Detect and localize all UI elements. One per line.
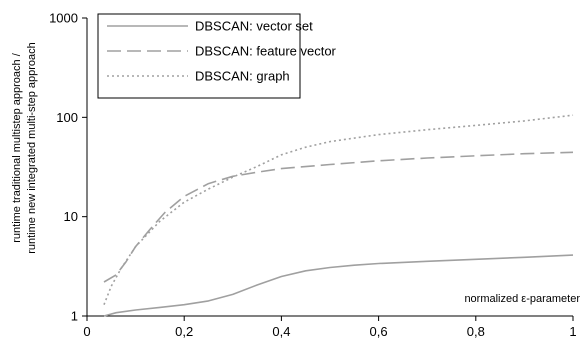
legend-box	[97, 13, 301, 99]
y-axis-title: runtime traditional multistep approach /…	[11, 42, 38, 254]
x-tick-label: 0,8	[467, 324, 485, 339]
y-tick-label: 1	[71, 309, 78, 324]
x-tick-label: 0,6	[370, 324, 388, 339]
x-axis-title: normalized ε-parameter	[464, 293, 580, 305]
legend-label-feature-vector: DBSCAN: feature vector	[195, 44, 337, 59]
x-tick-label: 0,4	[272, 324, 290, 339]
plot-area	[86, 18, 573, 317]
legend-label-vector-set: DBSCAN: vector set	[195, 19, 313, 34]
y-tick-label: 100	[56, 110, 78, 125]
legend: DBSCAN: vector set DBSCAN: feature vecto…	[97, 13, 337, 99]
y-tick-label: 1000	[49, 11, 78, 26]
y-axis-title-line-2: runtime new integrated multi-step approa…	[26, 42, 38, 254]
series-line-vector-set	[103, 254, 574, 317]
x-tick-label: 1	[569, 324, 576, 339]
x-axis-ticks: 0 0,2 0,4 0,6 0,8 1	[83, 316, 577, 339]
x-tick-label: 0	[83, 324, 90, 339]
series-line-graph	[103, 114, 574, 305]
x-tick-label: 0,2	[175, 324, 193, 339]
legend-label-graph: DBSCAN: graph	[195, 69, 290, 84]
y-axis-ticks: 1 10 100 1000	[49, 11, 87, 324]
y-axis-title-line-1: runtime traditional multistep approach /	[11, 52, 23, 242]
y-tick-label: 10	[64, 209, 78, 224]
series-layer	[103, 114, 574, 317]
